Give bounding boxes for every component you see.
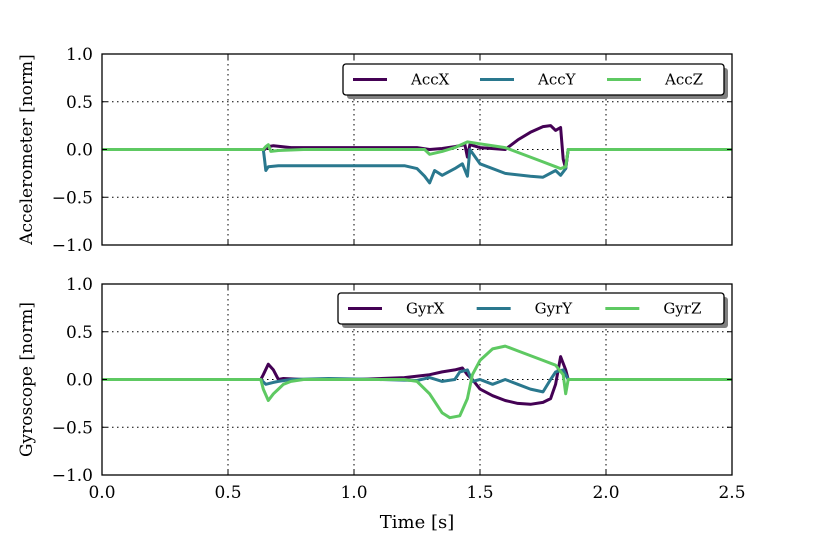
series-line-accx <box>102 124 732 171</box>
y-tick-label: 0.0 <box>66 141 93 161</box>
legend: AccX AccY AccZ <box>342 63 728 99</box>
chart-panel-2: 0.0 0.5 1.0 1.5 2.0 2.5 −1.0 −0.5 0.0 0.5 1.0 Gyros… <box>17 275 746 533</box>
legend-label-accz: AccZ <box>664 71 703 89</box>
y-tick-label: 0.0 <box>66 371 93 391</box>
legend-label-gyry: GyrY <box>535 300 574 318</box>
x-axis-label: Time [s] <box>380 512 455 533</box>
y-axis-label: Accelerometer [norm] <box>17 54 37 246</box>
y-axis-label: Gyroscope [norm] <box>17 302 37 457</box>
y-tick-label: 1.0 <box>66 275 93 295</box>
x-tick-label: 0.5 <box>214 483 241 503</box>
x-tick-label: 0.0 <box>88 483 115 503</box>
y-tick-label: −1.0 <box>52 236 93 256</box>
chart-panel-1: −1.0 −0.5 0.0 0.5 1.0 Accelerometer [norm] Acc… <box>17 45 733 256</box>
y-tick-label: −1.0 <box>52 466 93 486</box>
y-tick-label: −0.5 <box>52 188 93 208</box>
legend-box <box>342 63 725 96</box>
legend-label-gyrz: GyrZ <box>663 300 701 318</box>
series-line-gyry <box>102 368 732 394</box>
x-tick-label: 1.5 <box>466 483 493 503</box>
legend: GyrX GyrY GyrZ <box>337 292 728 328</box>
series-line-gyrz <box>102 344 732 420</box>
legend-label-accx: AccX <box>410 71 450 89</box>
legend-label-accy: AccY <box>537 71 577 89</box>
legend-label-gyrx: GyrX <box>406 300 445 318</box>
x-tick-label: 2.0 <box>592 483 619 503</box>
x-tick-label: 1.0 <box>340 483 367 503</box>
series-line-accz <box>102 140 732 171</box>
y-tick-label: 0.5 <box>66 93 93 113</box>
legend-box <box>337 292 725 325</box>
y-tick-label: 0.5 <box>66 323 93 343</box>
y-tick-label: −0.5 <box>52 418 93 438</box>
x-tick-label: 2.5 <box>718 483 745 503</box>
y-tick-label: 1.0 <box>66 45 93 65</box>
series-line-accy <box>102 148 732 185</box>
